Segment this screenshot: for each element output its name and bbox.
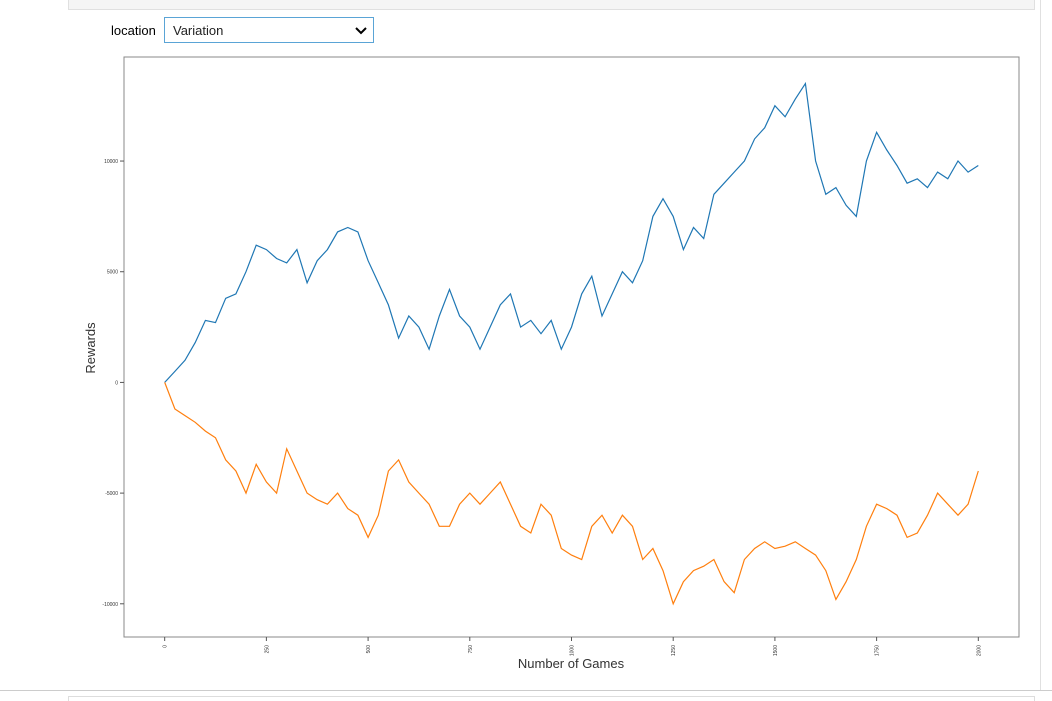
x-tick-label: 2000 — [976, 645, 982, 656]
y-tick-label: -10000 — [102, 602, 118, 608]
x-tick-label: 1000 — [570, 645, 576, 656]
dropdown-arrow — [355, 27, 367, 35]
x-tick-label: 500 — [366, 645, 372, 654]
series-line — [164, 81, 979, 383]
x-axis-label: Number of Games — [518, 656, 625, 671]
series-line — [164, 382, 979, 606]
y-tick-label: 0 — [115, 380, 118, 386]
chart: Number of Games Rewards -10000-500005000… — [83, 56, 1020, 671]
cell-top — [68, 0, 1035, 10]
next-cell — [68, 696, 1035, 701]
x-tick-label: 1250 — [671, 645, 677, 656]
y-tick-label: 10000 — [104, 159, 118, 165]
x-tick-label: 0 — [163, 645, 169, 648]
cell-divider — [0, 690, 1052, 701]
x-tick-label: 250 — [264, 645, 270, 654]
dropdown-label: location — [111, 23, 156, 38]
cell-border — [1040, 0, 1041, 690]
x-tick-label: 1500 — [773, 645, 779, 656]
y-tick-label: -5000 — [105, 491, 118, 497]
x-tick-label: 1750 — [875, 645, 881, 656]
dropdown-value: Variation — [173, 23, 224, 38]
x-tick-label: 750 — [468, 645, 474, 654]
plot-frame — [123, 56, 1020, 638]
dropdown[interactable]: Variation — [164, 17, 374, 43]
y-axis-label: Rewards — [83, 322, 98, 374]
y-tick-label: 5000 — [107, 270, 118, 276]
